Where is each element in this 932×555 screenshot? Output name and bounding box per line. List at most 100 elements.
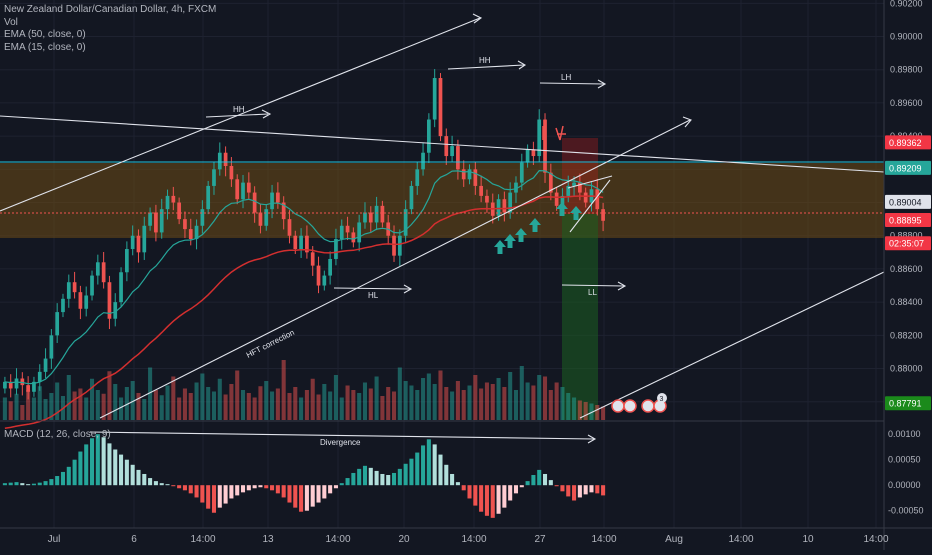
volume-bar — [55, 382, 60, 420]
candle-body — [229, 166, 234, 180]
hl-arrow — [333, 287, 411, 290]
price-tick-label: 0.88000 — [890, 364, 923, 374]
ema15-legend[interactable]: EMA (15, close, 0) — [4, 41, 86, 53]
up-arrow-icon — [556, 202, 568, 216]
macd-bar — [368, 467, 373, 486]
time-tick-label: Jul — [48, 534, 61, 545]
up-arrow-icon — [515, 228, 527, 242]
candle-body — [72, 282, 77, 293]
volume-bar — [339, 397, 344, 420]
macd-bar — [275, 485, 280, 494]
candle-body — [461, 169, 466, 180]
volume-bar — [171, 376, 176, 420]
volume-bar — [386, 387, 391, 420]
volume-bar — [601, 406, 606, 420]
macd-legend[interactable]: MACD (12, 26, close, 9) — [4, 429, 111, 440]
volume-bar — [124, 387, 129, 420]
volume-legend[interactable]: Vol — [4, 16, 18, 28]
volume-bar — [531, 385, 536, 420]
volume-bar — [188, 393, 193, 420]
candle-body — [322, 275, 327, 286]
event-count-badge — [657, 393, 667, 403]
macd-tick-label: 0.00000 — [888, 480, 921, 490]
candle-body — [200, 209, 205, 226]
candle-body — [479, 185, 483, 196]
candle-body — [403, 209, 408, 236]
volume-bar — [95, 390, 100, 420]
volume-bar — [542, 376, 548, 420]
macd-bar — [508, 485, 513, 501]
macd-axis-ticks: 0.00100 0.00050 0.00000 -0.00050 — [888, 429, 924, 516]
volume-bar — [165, 385, 170, 420]
volume-bar — [281, 360, 286, 420]
macd-bar — [124, 459, 129, 486]
time-tick-label: 14:00 — [325, 534, 350, 545]
macd-bar — [484, 485, 489, 516]
volume-bar — [328, 391, 333, 420]
candle-body — [310, 252, 315, 266]
macd-bar — [572, 485, 577, 501]
volume-bar — [450, 391, 455, 420]
macd-bar — [560, 485, 565, 492]
wedge-lower — [569, 179, 611, 233]
macd-bar — [432, 444, 437, 486]
volume-bar — [217, 378, 222, 420]
price-label-text: 0.89362 — [889, 138, 922, 148]
price-tick-label: 0.88400 — [890, 297, 923, 307]
macd-bar — [577, 485, 582, 498]
macd-bar — [426, 439, 431, 486]
candle-body — [264, 209, 269, 226]
macd-bar — [20, 483, 25, 486]
candle-body — [165, 195, 170, 210]
volume-bar — [554, 382, 559, 420]
volume-bar — [432, 384, 437, 420]
volume-bar — [525, 382, 530, 420]
volume-bar — [583, 402, 588, 420]
price-label-text: 0.89209 — [889, 163, 922, 173]
price-axis[interactable] — [884, 0, 932, 550]
candle-body — [427, 119, 431, 153]
macd-bar — [8, 482, 13, 486]
volume-bar — [142, 399, 147, 420]
volume-bar — [380, 396, 385, 420]
macd-bar — [531, 475, 536, 486]
macd-bar — [37, 482, 42, 486]
candle-body — [159, 209, 164, 233]
macd-bar — [386, 475, 391, 486]
candle-body — [572, 182, 576, 186]
candle-body — [496, 199, 501, 216]
macd-bar — [206, 485, 211, 509]
symbol-title[interactable]: New Zealand Dollar/Canadian Dollar, 4h, … — [4, 4, 217, 15]
candle-body — [578, 182, 582, 193]
macd-bar — [240, 485, 246, 493]
volume-bar — [130, 381, 135, 420]
candle-body — [241, 182, 245, 200]
macd-bar — [415, 452, 420, 486]
time-tick-label: 13 — [262, 534, 274, 545]
macd-bar — [165, 484, 170, 486]
volume-bar — [589, 403, 594, 420]
volume-bar — [368, 388, 373, 420]
volume-bar — [194, 382, 199, 420]
candle-body — [107, 282, 112, 319]
candle-body — [136, 235, 141, 253]
price-label-box — [885, 135, 931, 150]
macd-bar — [258, 485, 263, 488]
event-badges[interactable]: 3 — [611, 393, 667, 413]
volume-bar — [31, 397, 36, 420]
macd-bar — [182, 485, 187, 491]
macd-bar — [211, 485, 217, 513]
candle-body — [566, 185, 571, 196]
candle-body — [519, 162, 524, 183]
macd-bar — [194, 485, 199, 498]
volume-bar — [502, 387, 507, 420]
price-tick-label: 0.90000 — [890, 32, 923, 42]
ema50-legend[interactable]: EMA (50, close, 0) — [4, 29, 86, 40]
volume-bar — [246, 393, 251, 420]
macd-bar — [299, 485, 304, 512]
ema-50-line — [4, 195, 604, 430]
candle-body — [171, 195, 176, 203]
volume-bar — [304, 390, 309, 420]
